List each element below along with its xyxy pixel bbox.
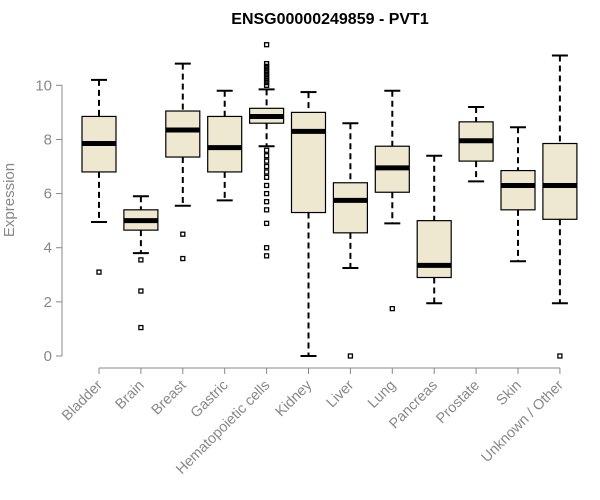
box-group (165, 62, 201, 262)
x-tick-label: Brain (112, 378, 147, 413)
outlier-point (180, 231, 186, 237)
outlier-point (557, 353, 563, 359)
x-tick-label: Breast (149, 378, 190, 419)
outlier-point (263, 199, 270, 205)
y-tick-label: 0 (44, 348, 52, 365)
y-tick-label: 6 (44, 186, 52, 203)
outlier-point (263, 79, 270, 86)
outlier-point (263, 207, 270, 213)
outlier-point (263, 77, 270, 83)
outlier-point (263, 153, 270, 159)
outlier-point (138, 324, 144, 331)
iqr-box (542, 142, 578, 220)
iqr-box (332, 182, 368, 234)
y-axis: 0 2 4 6 8 10 (35, 77, 63, 365)
outlier-point (263, 71, 270, 78)
box-group (374, 89, 410, 312)
box-group (207, 89, 243, 202)
iqr-box (165, 110, 201, 158)
outlier-point (263, 253, 270, 259)
box-group (542, 54, 578, 359)
outlier-point (96, 269, 102, 275)
outlier-point (180, 255, 186, 262)
outlier-point (263, 61, 270, 67)
outlier-point (263, 245, 270, 251)
outlier-point (263, 169, 270, 175)
outlier-point (263, 163, 270, 170)
x-tick-label: Kidney (273, 377, 316, 420)
outlier-point (263, 63, 270, 70)
y-tick-label: 4 (44, 240, 52, 257)
outlier-point (263, 42, 270, 48)
chart-title: ENSG00000249859 - PVT1 (231, 11, 429, 28)
outlier-point (263, 66, 270, 72)
iqr-box (416, 220, 452, 279)
boxes-layer (81, 42, 578, 359)
outlier-point (138, 257, 144, 263)
outlier-point (263, 190, 270, 197)
outlier-point (138, 288, 144, 294)
x-tick-label: Skin (494, 378, 525, 409)
x-tick-label: Lung (365, 378, 399, 412)
outlier-point (263, 74, 270, 80)
box-group (332, 122, 368, 359)
y-axis-label: Expression (1, 163, 18, 237)
iqr-box (290, 111, 327, 214)
outlier-point (263, 69, 270, 75)
outlier-point (263, 158, 270, 164)
outlier-point (263, 82, 270, 88)
y-tick-label: 10 (35, 77, 52, 94)
outlier-point (347, 353, 354, 359)
iqr-box (207, 115, 243, 173)
box-group (249, 42, 285, 259)
x-tick-label: Bladder (59, 377, 106, 424)
box-group (123, 195, 159, 331)
y-tick-label: 2 (44, 294, 52, 311)
box-group (500, 126, 536, 263)
iqr-box (500, 169, 536, 211)
outlier-point (263, 174, 270, 180)
outlier-point (389, 305, 395, 312)
outlier-point (263, 220, 270, 227)
box-group (81, 78, 117, 275)
outlier-point (263, 182, 270, 189)
outlier-point (263, 147, 270, 153)
x-tick-label: Prostate (433, 378, 482, 427)
x-tick-label: Liver (324, 377, 358, 411)
box-group (290, 91, 327, 357)
box-group (458, 105, 494, 183)
y-tick-label: 8 (44, 131, 52, 148)
box-group (416, 154, 452, 305)
